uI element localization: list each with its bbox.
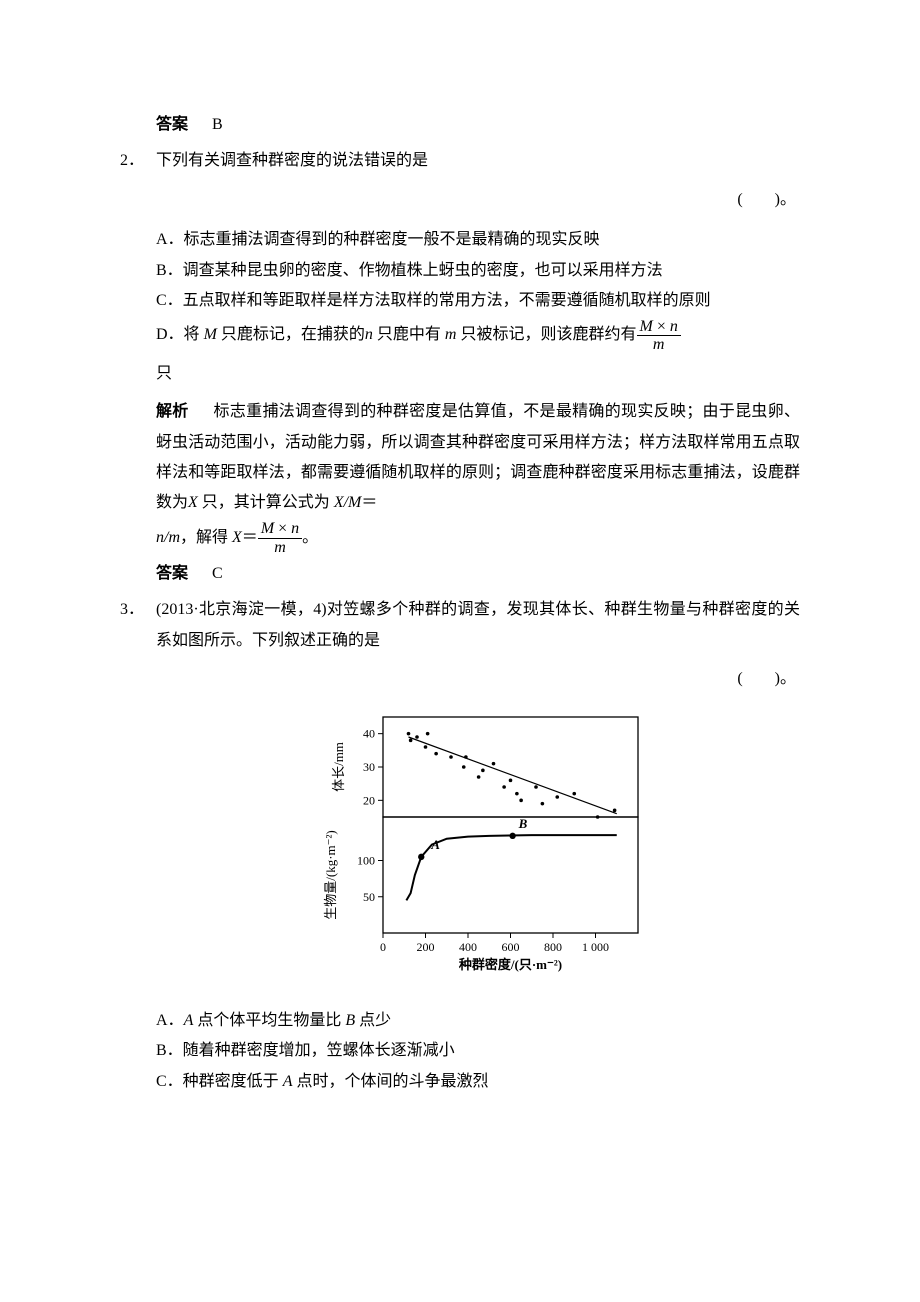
q3-option-b: B．随着种群密度增加，笠螺体长逐渐减小 [156, 1036, 800, 1066]
frac-num-n: n [670, 318, 678, 335]
q1-answer-value: B [212, 116, 223, 133]
svg-text:20: 20 [363, 793, 375, 807]
q2-optd-fraction: M × nm [637, 318, 681, 354]
q2-optd-m-lower: m [445, 326, 457, 343]
svg-text:B: B [518, 815, 528, 830]
q3-opta-mid: 点个体平均生物量比 [193, 1012, 345, 1029]
question-2: 2． 下列有关调查种群密度的说法错误的是 ( )。 A．标志重捕法调查得到的种群… [120, 146, 800, 589]
q3-chart: 20 30 40 体长/mm 50 100 生物量/(kg·m⁻²) A B 0 200 400 600… [156, 705, 800, 996]
q2-explanation: 解析 标志重捕法调查得到的种群密度是估算值，不是最精确的现实反映；由于昆虫卵、蚜… [156, 397, 800, 519]
q3-number: 3． [120, 595, 144, 625]
frac2-times: × [274, 520, 291, 537]
q2-optd-mid1: 只鹿标记，在捕获的 [217, 326, 365, 343]
svg-text:生物量/(kg·m⁻²): 生物量/(kg·m⁻²) [323, 830, 338, 919]
q2-explain-nm: n/m [156, 529, 180, 546]
q2-explain-XM: X/M [334, 494, 362, 511]
q3-opta-tail: 点少 [355, 1012, 391, 1029]
q3-optc-A: A [283, 1073, 293, 1090]
chart-svg: 20 30 40 体长/mm 50 100 生物量/(kg·m⁻²) A B 0 200 400 600… [298, 705, 658, 985]
q2-answer-value: C [212, 565, 223, 582]
q2-explain-end: 。 [302, 529, 318, 546]
frac-den: m [637, 336, 681, 354]
q2-option-a: A．标志重捕法调查得到的种群密度一般不是最精确的现实反映 [156, 225, 800, 255]
q1-answer-block: 答案 B [120, 110, 800, 140]
svg-text:800: 800 [544, 940, 562, 954]
q2-explain-eq1: ＝ [361, 494, 377, 511]
frac2-den: m [258, 539, 302, 557]
svg-text:种群密度/(只·m⁻²): 种群密度/(只·m⁻²) [458, 957, 562, 972]
svg-text:50: 50 [363, 889, 375, 903]
q2-optd-m-upper: M [204, 326, 217, 343]
q2-optd-n: n [365, 326, 373, 343]
q2-explain-mid1: 只，其计算公式为 [198, 494, 334, 511]
q2-optd-pre: D．将 [156, 326, 204, 343]
q3-optc-pre: C．种群密度低于 [156, 1073, 283, 1090]
svg-text:0: 0 [380, 940, 386, 954]
svg-text:A: A [430, 837, 440, 852]
q2-explain-X1: X [188, 494, 198, 511]
q2-option-b: B．调查某种昆虫卵的密度、作物植株上蚜虫的密度，也可以采用样方法 [156, 256, 800, 286]
q2-number: 2． [120, 146, 144, 176]
q3-source: (2013·北京海淀一模，4) [156, 601, 327, 618]
q2-option-d: D．将 M 只鹿标记，在捕获的n 只鹿中有 m 只被标记，则该鹿群约有M × n… [156, 316, 800, 393]
q2-paren: ( )。 [156, 185, 800, 215]
svg-text:40: 40 [363, 726, 375, 740]
svg-text:100: 100 [357, 853, 375, 867]
q2-explanation-line2: n/m，解得 X＝M × nm。 [156, 519, 800, 557]
svg-text:600: 600 [502, 940, 520, 954]
frac-times: × [653, 318, 670, 335]
q2-stem: 下列有关调查种群密度的说法错误的是 [156, 146, 800, 176]
q3-option-c: C．种群密度低于 A 点时，个体间的斗争最激烈 [156, 1067, 800, 1097]
q2-answer-label: 答案 [156, 565, 188, 582]
q2-explain-label: 解析 [156, 403, 189, 420]
q2-optd-tail: 只 [156, 355, 800, 393]
frac-num-M: M [640, 318, 653, 335]
q3-stem: (2013·北京海淀一模，4)对笠螺多个种群的调查，发现其体长、种群生物量与种群… [156, 595, 800, 656]
question-3: 3． (2013·北京海淀一模，4)对笠螺多个种群的调查，发现其体长、种群生物量… [120, 595, 800, 1097]
frac2-num-M: M [261, 520, 274, 537]
svg-text:体长/mm: 体长/mm [331, 742, 346, 792]
q2-explain-fraction: M × nm [258, 520, 302, 556]
q2-option-c: C．五点取样和等距取样是样方法取样的常用方法，不需要遵循随机取样的原则 [156, 286, 800, 316]
frac2-num-n: n [291, 520, 299, 537]
q2-optd-mid2: 只鹿中有 [373, 326, 445, 343]
q2-explain-mid2: ，解得 [180, 529, 232, 546]
q2-optd-mid3: 只被标记，则该鹿群约有 [456, 326, 636, 343]
q3-paren: ( )。 [156, 664, 800, 694]
document-page: 答案 B 2． 下列有关调查种群密度的说法错误的是 ( )。 A．标志重捕法调查… [0, 0, 920, 1302]
q3-opta-A: A [184, 1012, 194, 1029]
q3-option-a: A．A 点个体平均生物量比 B 点少 [156, 1006, 800, 1036]
svg-text:30: 30 [363, 760, 375, 774]
q2-answer-block: 答案 C [156, 559, 800, 589]
q1-answer-label: 答案 [156, 116, 188, 133]
q2-explain-eq2: ＝ [242, 529, 258, 546]
q2-explain-X2: X [232, 529, 242, 546]
q3-optc-tail: 点时，个体间的斗争最激烈 [292, 1073, 488, 1090]
svg-text:400: 400 [459, 940, 477, 954]
svg-text:200: 200 [417, 940, 435, 954]
q3-opta-B: B [345, 1012, 355, 1029]
q3-opta-pre: A． [156, 1012, 184, 1029]
svg-text:1 000: 1 000 [582, 940, 609, 954]
